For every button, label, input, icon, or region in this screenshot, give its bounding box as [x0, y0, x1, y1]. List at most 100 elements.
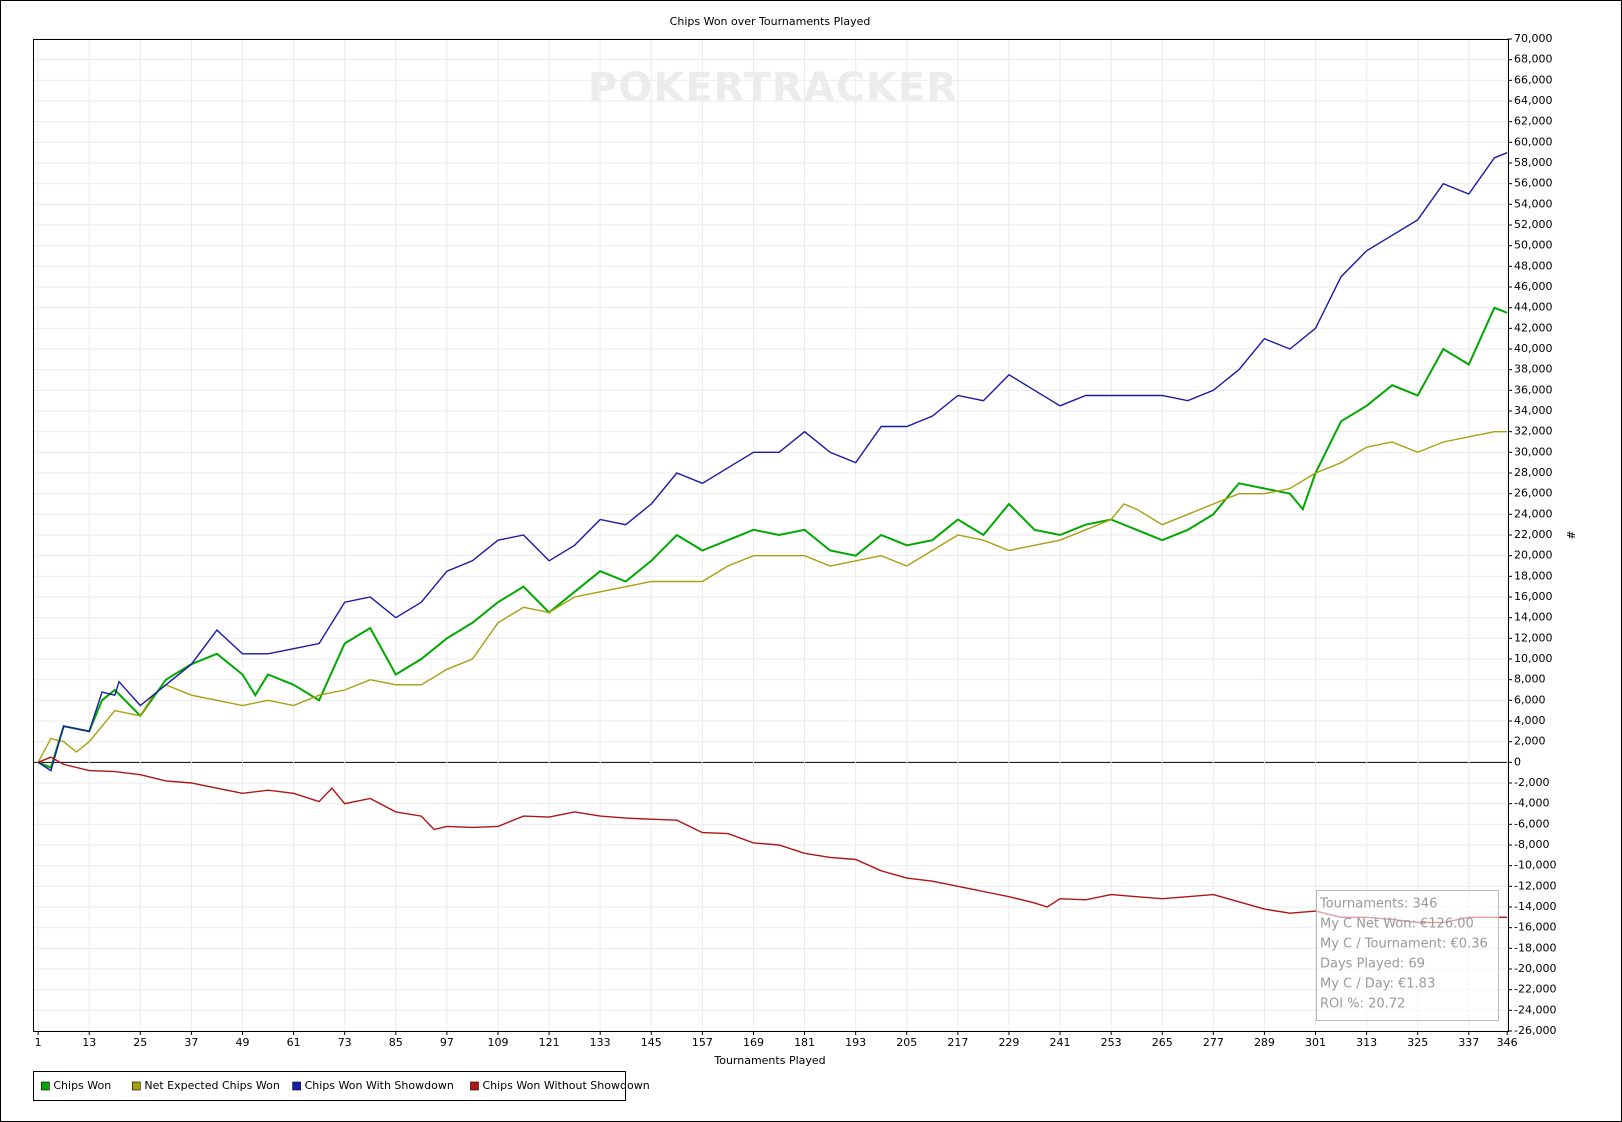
legend-swatch: [470, 1081, 479, 1091]
y-tick-label: 24,000: [1514, 507, 1553, 520]
x-tick-label: 25: [133, 1036, 147, 1049]
y-tick-label: 2,000: [1514, 735, 1546, 748]
legend-swatch: [41, 1081, 50, 1091]
legend-swatch: [292, 1081, 301, 1091]
legend-label: Chips Won: [53, 1079, 111, 1092]
x-tick-label: 61: [287, 1036, 301, 1049]
y-tick-label: -26,000: [1514, 1024, 1556, 1037]
y-tick-label: 38,000: [1514, 363, 1553, 376]
y-tick-label: 12,000: [1514, 631, 1553, 644]
y-tick-label: -14,000: [1514, 900, 1556, 913]
legend-label: Chips Won With Showdown: [305, 1079, 454, 1092]
y-tick-label: 68,000: [1514, 53, 1553, 66]
y-tick-label: -2,000: [1514, 776, 1549, 789]
legend-label: Chips Won Without Showdown: [482, 1079, 649, 1092]
x-tick-label: 133: [590, 1036, 611, 1049]
x-tick-label: 157: [692, 1036, 713, 1049]
y-tick-label: 46,000: [1514, 280, 1553, 293]
y-tick-label: 28,000: [1514, 466, 1553, 479]
y-tick-label: -18,000: [1514, 941, 1556, 954]
y-tick-label: 40,000: [1514, 342, 1553, 355]
y-tick-label: -20,000: [1514, 962, 1556, 975]
x-tick-label: 253: [1101, 1036, 1122, 1049]
info-box: [1316, 890, 1499, 1021]
y-tick-label: 62,000: [1514, 115, 1553, 128]
info-line: ROI %: 20.72: [1320, 997, 1405, 1012]
legend-label: Net Expected Chips Won: [144, 1079, 280, 1092]
y-tick-label: 58,000: [1514, 156, 1553, 169]
legend-swatch: [132, 1081, 141, 1091]
info-line: My C / Day: €1.83: [1320, 977, 1435, 992]
x-tick-label: 229: [998, 1036, 1019, 1049]
y-tick-label: -8,000: [1514, 838, 1549, 851]
y-tick-label: -4,000: [1514, 797, 1549, 810]
x-tick-label: 145: [641, 1036, 662, 1049]
watermark: POKERTRACKER: [588, 65, 958, 111]
y-tick-label: 60,000: [1514, 135, 1553, 148]
x-tick-label: 205: [896, 1036, 917, 1049]
x-tick-label: 85: [389, 1036, 403, 1049]
x-tick-label: 181: [794, 1036, 815, 1049]
x-tick-label: 1: [35, 1036, 42, 1049]
y-tick-label: 44,000: [1514, 301, 1553, 314]
x-tick-label: 109: [487, 1036, 508, 1049]
lines: [37, 152, 1508, 924]
y-tick-label: -12,000: [1514, 879, 1556, 892]
y-tick-label: 6,000: [1514, 693, 1546, 706]
x-tick-label: 37: [184, 1036, 198, 1049]
x-tick-label: 217: [947, 1036, 968, 1049]
x-axis-title: Tournaments Played: [713, 1054, 825, 1067]
y-tick-label: 50,000: [1514, 239, 1553, 252]
y-tick-label: 64,000: [1514, 94, 1553, 107]
y-tick-label: -6,000: [1514, 817, 1549, 830]
x-tick-label: 49: [235, 1036, 249, 1049]
x-tick-label: 73: [338, 1036, 352, 1049]
x-tick-label: 193: [845, 1036, 866, 1049]
y-tick-label: 32,000: [1514, 425, 1553, 438]
series-line: [37, 152, 1508, 772]
x-tick-label: 277: [1203, 1036, 1224, 1049]
y-tick-label: -22,000: [1514, 983, 1556, 996]
y-tick-label: 66,000: [1514, 73, 1553, 86]
x-tick-label: 121: [539, 1036, 560, 1049]
y-tick-label: 0: [1514, 755, 1521, 768]
x-tick-label: 169: [743, 1036, 764, 1049]
y-tick-label: 48,000: [1514, 259, 1553, 272]
y-tick-label: -10,000: [1514, 859, 1556, 872]
x-tick-label: 325: [1407, 1036, 1428, 1049]
series-line: [37, 431, 1508, 763]
y-tick-label: 20,000: [1514, 549, 1553, 562]
y-tick-label: 26,000: [1514, 487, 1553, 500]
series-line: [37, 306, 1508, 769]
y-tick-label: 8,000: [1514, 673, 1546, 686]
y-tick-label: 18,000: [1514, 569, 1553, 582]
y-tick-label: 16,000: [1514, 590, 1553, 603]
y-tick-label: 54,000: [1514, 197, 1553, 210]
y-tick-label: -16,000: [1514, 921, 1556, 934]
y-tick-label: 56,000: [1514, 177, 1553, 190]
chart-title: Chips Won over Tournaments Played: [670, 15, 871, 28]
x-tick-label: 337: [1458, 1036, 1479, 1049]
y-axis-title: #: [1564, 530, 1577, 539]
y-tick-label: 4,000: [1514, 714, 1546, 727]
y-tick-label: 42,000: [1514, 321, 1553, 334]
y-tick-label: 52,000: [1514, 218, 1553, 231]
info-line: My C / Tournament: €0.36: [1320, 937, 1488, 952]
x-tick-label: 13: [82, 1036, 96, 1049]
x-tick-label: 241: [1050, 1036, 1071, 1049]
y-tick-label: 30,000: [1514, 445, 1553, 458]
x-tick-label: 265: [1152, 1036, 1173, 1049]
x-tick-label: 289: [1254, 1036, 1275, 1049]
x-tick-label: 97: [440, 1036, 454, 1049]
y-tick-label: 14,000: [1514, 611, 1553, 624]
y-tick-label: 22,000: [1514, 528, 1553, 541]
x-tick-label: 346: [1497, 1036, 1518, 1049]
y-tick-label: 70,000: [1514, 32, 1553, 45]
info-line: Tournaments: 346: [1319, 897, 1437, 912]
series-line: [37, 756, 1508, 924]
y-tick-label: 36,000: [1514, 383, 1553, 396]
info-line: My C Net Won: €126.00: [1320, 917, 1474, 932]
x-tick-label: 301: [1305, 1036, 1326, 1049]
y-tick-label: -24,000: [1514, 1003, 1556, 1016]
